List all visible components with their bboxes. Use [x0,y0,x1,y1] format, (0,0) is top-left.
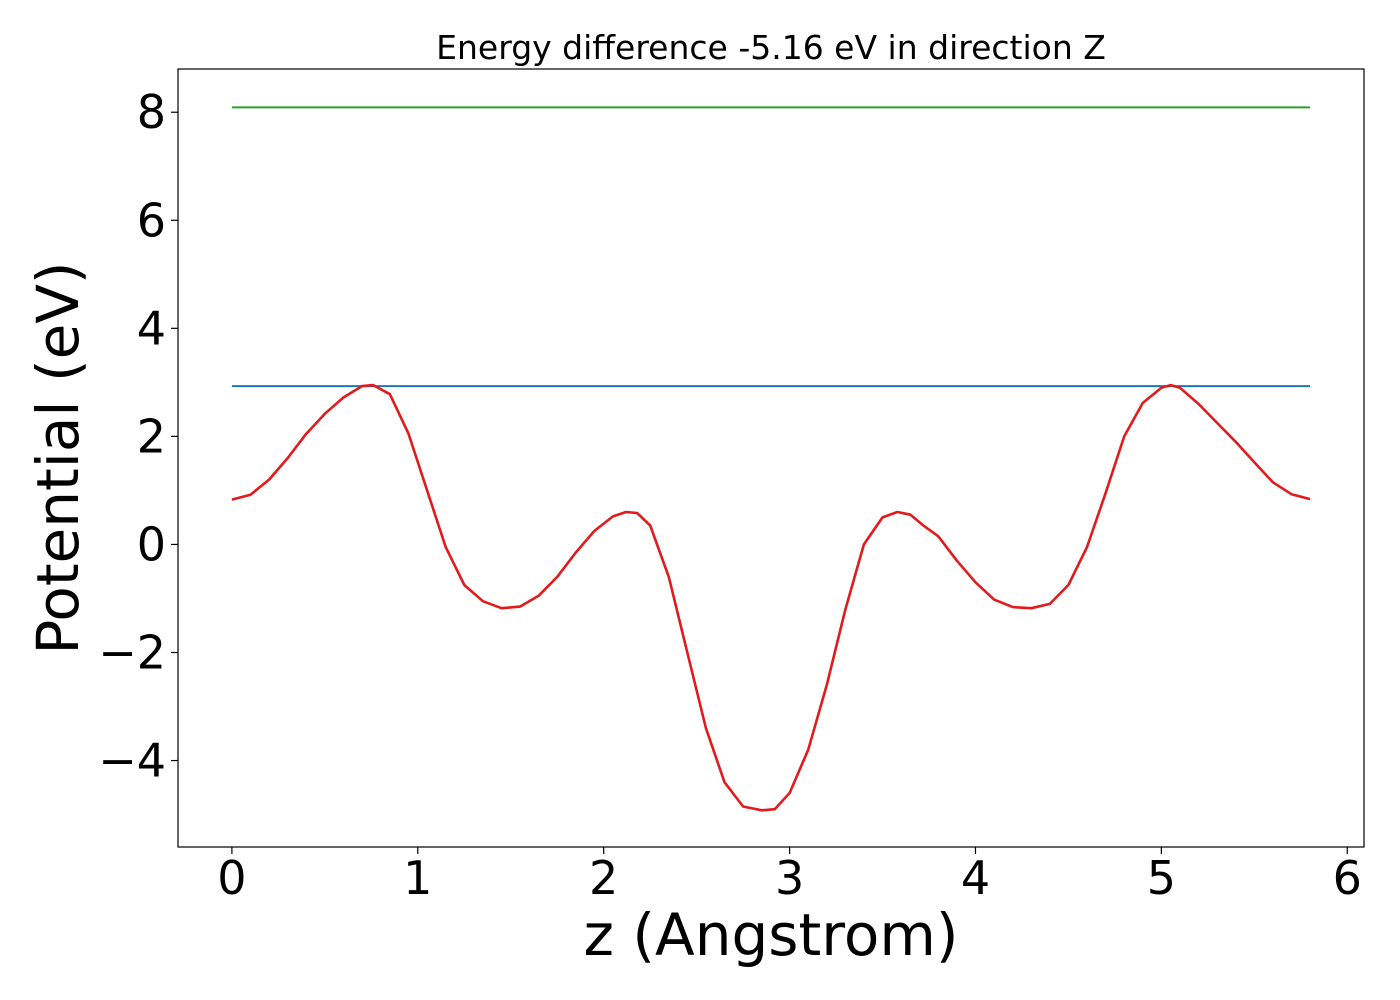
x-tick-label: 2 [589,851,618,905]
y-tick-label: 2 [137,409,166,463]
x-tick-label: 0 [217,851,246,905]
x-axis-label: z (Angstrom) [584,901,959,969]
y-axis-label: Potential (eV) [24,261,92,654]
x-tick-label: 5 [1147,851,1176,905]
x-axis-ticks: 0 1 2 3 4 5 6 [217,847,1362,905]
x-tick-label: 3 [775,851,804,905]
y-tick-label: 0 [137,517,166,571]
series-line-3 [231,383,1311,812]
y-tick-label: 6 [137,193,166,247]
y-tick-label: 8 [137,85,166,139]
plot-frame [177,68,1365,848]
y-axis-ticks: −4 −2 0 2 4 6 8 [98,85,178,788]
x-tick-label: 6 [1333,851,1362,905]
y-tick-label: 4 [137,301,166,355]
x-tick-label: 4 [961,851,990,905]
x-tick-label: 1 [403,851,432,905]
series-layer [231,106,1311,812]
y-tick-label: −4 [98,734,166,788]
chart-title: Energy difference -5.16 eV in direction … [436,28,1106,67]
y-tick-label: −2 [98,626,166,680]
